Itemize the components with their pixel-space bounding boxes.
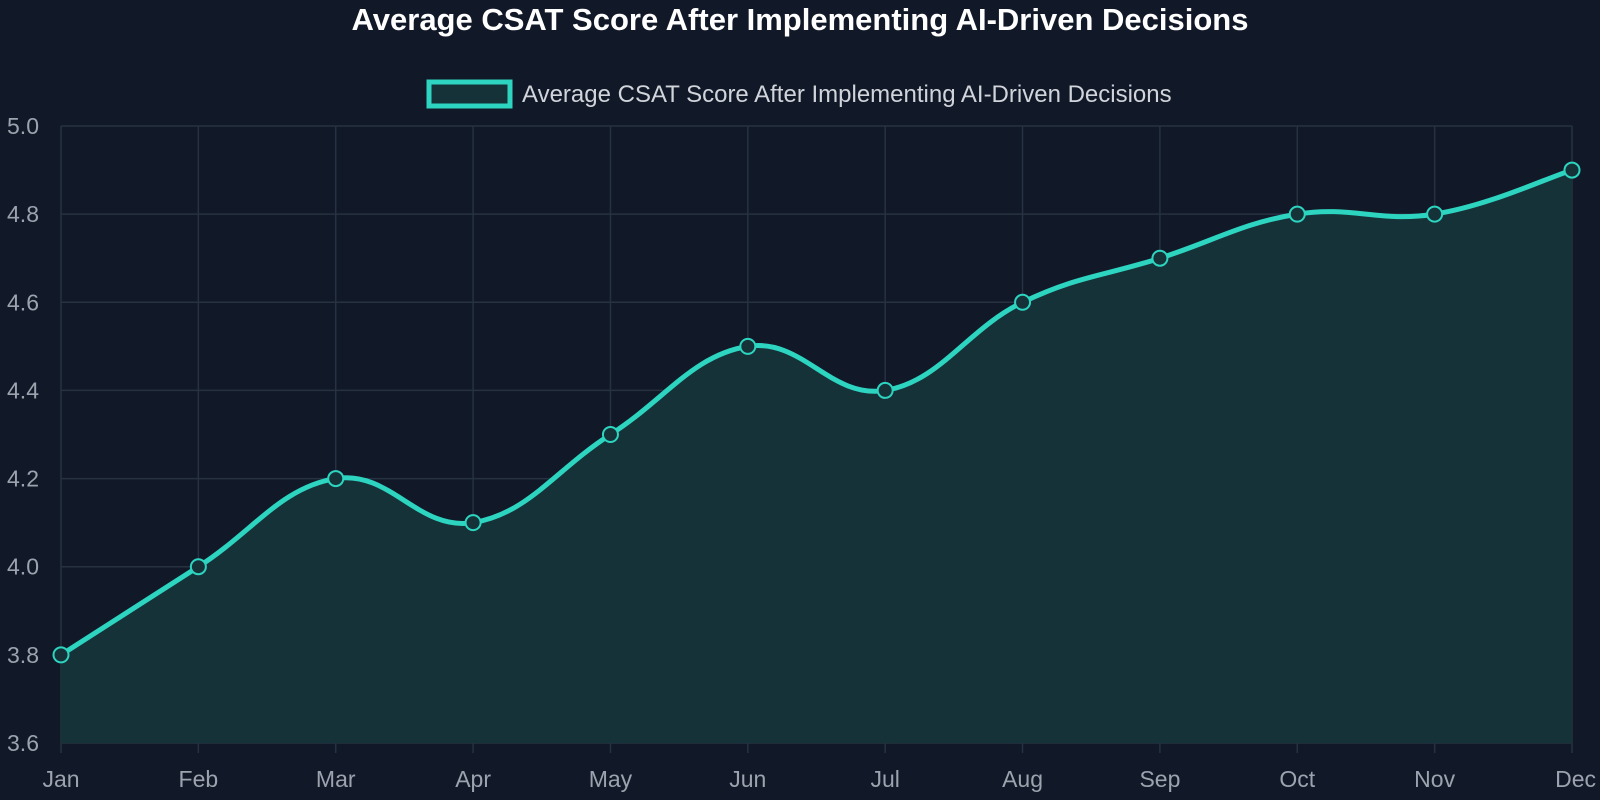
data-points (52, 161, 1581, 664)
y-tick-label: 3.6 (7, 730, 39, 756)
data-point-feb[interactable] (189, 558, 207, 576)
x-tick-label: Feb (179, 766, 219, 792)
data-point-jul[interactable] (876, 381, 894, 399)
y-axis-ticks: 3.6 3.8 4.0 4.2 4.4 4.6 4.8 5.0 (7, 113, 39, 756)
data-point-dec[interactable] (1563, 161, 1581, 179)
data-point-apr[interactable] (464, 514, 482, 532)
x-tick-label: Jun (729, 766, 766, 792)
data-point-mar[interactable] (327, 470, 345, 488)
chart-title: Average CSAT Score After Implementing AI… (352, 2, 1249, 37)
x-tick-label: Dec (1555, 766, 1596, 792)
x-tick-label: Nov (1414, 766, 1455, 792)
data-point-oct[interactable] (1288, 205, 1306, 223)
x-tick-label: Sep (1139, 766, 1180, 792)
x-tick-label: Aug (1002, 766, 1043, 792)
legend-swatch (426, 79, 513, 109)
x-tick-label: Mar (316, 766, 356, 792)
y-tick-label: 4.8 (7, 201, 39, 227)
x-tick-label: May (589, 766, 633, 792)
y-tick-label: 3.8 (7, 642, 39, 668)
area-fill (61, 170, 1572, 744)
x-tick-label: Apr (455, 766, 491, 792)
legend[interactable]: Average CSAT Score After Implementing AI… (426, 79, 1172, 109)
legend-label: Average CSAT Score After Implementing AI… (522, 81, 1172, 108)
data-point-aug[interactable] (1014, 293, 1032, 311)
y-tick-label: 4.0 (7, 554, 39, 580)
area-layer (58, 167, 1575, 744)
x-tick-label: Jan (42, 766, 79, 792)
x-tick-label: Jul (870, 766, 899, 792)
y-tick-label: 4.4 (7, 377, 39, 403)
x-tick-label: Oct (1279, 766, 1315, 792)
data-point-jan[interactable] (52, 646, 70, 664)
data-point-nov[interactable] (1426, 205, 1444, 223)
data-point-jun[interactable] (739, 337, 757, 355)
y-tick-label: 4.2 (7, 466, 39, 492)
x-axis-ticks: Jan Feb Mar Apr May Jun Jul Aug Sep Oct Nov Dec (42, 766, 1596, 792)
data-point-sep[interactable] (1151, 249, 1169, 267)
y-tick-label: 4.6 (7, 289, 39, 315)
y-tick-label: 5.0 (7, 113, 39, 139)
data-point-may[interactable] (601, 426, 619, 443)
